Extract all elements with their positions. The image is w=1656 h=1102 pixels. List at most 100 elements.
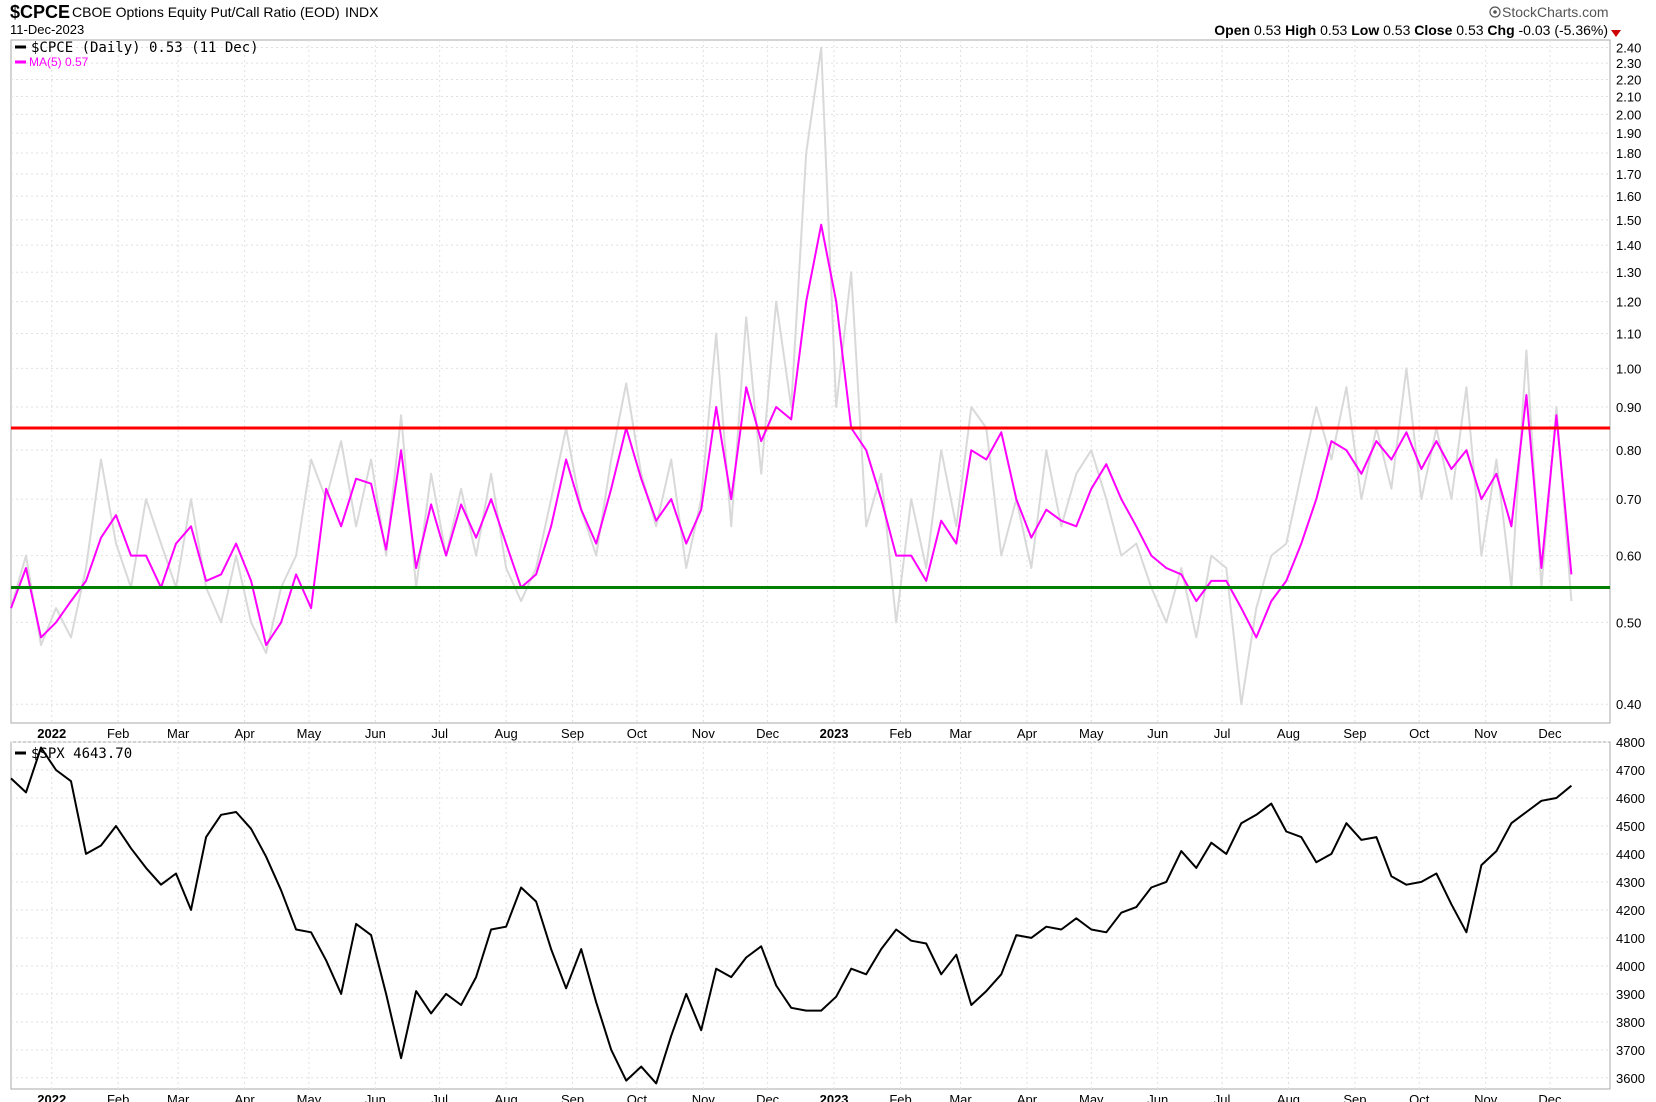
x-tick-label: Jul	[431, 1092, 448, 1102]
x-tick-label: Aug	[1277, 1092, 1300, 1102]
y-tick-label: 1.30	[1616, 265, 1641, 280]
ohlc-value: -0.03 (-5.36%)	[1519, 22, 1608, 38]
x-tick-label: Nov	[692, 1092, 716, 1102]
y-tick-label: 0.80	[1616, 443, 1641, 458]
y-tick-label: 2.30	[1616, 56, 1641, 71]
spx-plot-frame	[10, 741, 1611, 1090]
x-tick-label: Apr	[1017, 726, 1038, 741]
x-tick-label: Jun	[1147, 726, 1168, 741]
x-tick-label: Mar	[949, 1092, 972, 1102]
x-tick-label: 2022	[37, 726, 66, 741]
x-tick-label: Jun	[365, 726, 386, 741]
cpce-legend: $CPCE (Daily) 0.53 (11 Dec) MA(5) 0.57	[15, 40, 259, 69]
x-tick-label: Aug	[1277, 726, 1300, 741]
y-tick-label: 4300	[1616, 875, 1645, 890]
chart-header: $CPCE CBOE Options Equity Put/Call Ratio…	[10, 2, 1621, 38]
x-tick-label: Feb	[107, 726, 129, 741]
y-tick-label: 3700	[1616, 1043, 1645, 1058]
y-tick-label: 0.40	[1616, 697, 1641, 712]
x-tick-label: May	[1079, 1092, 1104, 1102]
x-tick-label: Sep	[1343, 1092, 1366, 1102]
ohlc-label: Chg	[1484, 22, 1519, 38]
x-tick-label: Oct	[1409, 726, 1430, 741]
y-tick-label: 1.00	[1616, 361, 1641, 376]
spx-gridlines	[11, 741, 1610, 1089]
y-tick-label: 1.70	[1616, 167, 1641, 182]
x-tick-label: Nov	[1474, 726, 1498, 741]
ohlc-label: Open	[1214, 22, 1254, 38]
y-tick-label: 2.20	[1616, 72, 1641, 87]
y-tick-label: 4000	[1616, 959, 1645, 974]
legend-entry-ma5: MA(5) 0.57	[29, 55, 89, 69]
x-tick-label: Jul	[1214, 1092, 1231, 1102]
x-tick-label: Feb	[889, 726, 911, 741]
x-tick-label: 2023	[820, 1092, 849, 1102]
ohlc-value: 0.53	[1254, 22, 1281, 38]
cpce-plot-frame	[10, 39, 1611, 724]
spx-series	[10, 746, 1573, 1085]
ohlc-label: Low	[1347, 22, 1383, 38]
y-tick-label: 0.50	[1616, 615, 1641, 630]
x-tick-label: May	[1079, 726, 1104, 741]
exchange-label: INDX	[345, 4, 379, 20]
x-tick-label: Aug	[495, 1092, 518, 1102]
y-tick-label: 2.10	[1616, 89, 1641, 104]
spx-legend: $SPX 4643.70	[15, 746, 132, 762]
y-tick-label: 3800	[1616, 1015, 1645, 1030]
x-tick-label: May	[297, 1092, 322, 1102]
x-tick-label: Nov	[1474, 1092, 1498, 1102]
spx-panel: 3600 3700 3800 3900 4000 4100 4200 4300 4400 4500…	[10, 735, 1645, 1102]
x-tick-label: Sep	[1343, 726, 1366, 741]
cpce-gridlines	[11, 40, 1610, 723]
ohlc-value: 0.53	[1456, 22, 1483, 38]
x-tick-label: Dec	[756, 726, 780, 741]
down-triangle-icon	[1611, 30, 1621, 37]
y-tick-label: 0.70	[1616, 492, 1641, 507]
spx-line	[10, 746, 1573, 1085]
spx-x-axis: 2022 Feb Mar Apr May Jun Jul Aug Sep Oct Nov Dec 202…	[37, 1092, 1562, 1102]
y-tick-label: 4800	[1616, 735, 1645, 750]
y-tick-label: 0.90	[1616, 400, 1641, 415]
y-tick-label: 4100	[1616, 931, 1645, 946]
x-tick-label: Apr	[1017, 1092, 1038, 1102]
spx-y-axis: 3600 3700 3800 3900 4000 4100 4200 4300 4400 4500…	[1616, 735, 1645, 1086]
ohlc-value: 0.53	[1383, 22, 1410, 38]
x-tick-label: 2023	[820, 726, 849, 741]
y-tick-label: 1.10	[1616, 326, 1641, 341]
y-tick-label: 1.80	[1616, 146, 1641, 161]
ohlc-readout: Open 0.53 High 0.53 Low 0.53 Close 0.53 …	[1214, 22, 1608, 38]
x-tick-label: Mar	[167, 726, 190, 741]
y-tick-label: 2.40	[1616, 41, 1641, 56]
y-tick-label: 2.00	[1616, 107, 1641, 122]
y-tick-label: 1.50	[1616, 213, 1641, 228]
x-tick-label: Oct	[1409, 1092, 1430, 1102]
x-tick-label: 2022	[37, 1092, 66, 1102]
x-tick-label: Jul	[431, 726, 448, 741]
x-tick-label: Mar	[949, 726, 972, 741]
ohlc-value: 0.53	[1320, 22, 1347, 38]
cpce-y-axis: 0.40 0.50 0.60 0.70 0.80 0.90 1.00 1.10 1.20 1.30…	[1616, 41, 1641, 713]
y-tick-label: 4500	[1616, 819, 1645, 834]
copyright-icon	[1489, 6, 1501, 18]
y-tick-label: 4400	[1616, 847, 1645, 862]
cpce-panel: 0.40 0.50 0.60 0.70 0.80 0.90 1.00 1.10 1.20 1.30…	[10, 39, 1641, 741]
y-tick-label: 1.20	[1616, 295, 1641, 310]
x-tick-label: Dec	[1538, 1092, 1562, 1102]
cpce-x-axis: 2022 Feb Mar Apr May Jun Jul Aug Sep Oct Nov Dec 202…	[37, 726, 1562, 741]
x-tick-label: Sep	[561, 726, 584, 741]
ohlc-label: High	[1281, 22, 1320, 38]
y-tick-label: 4600	[1616, 791, 1645, 806]
legend-entry-spx: $SPX 4643.70	[31, 746, 132, 762]
ohlc-label: Close	[1410, 22, 1456, 38]
x-tick-label: Nov	[692, 726, 716, 741]
y-tick-label: 1.40	[1616, 238, 1641, 253]
x-tick-label: Feb	[107, 1092, 129, 1102]
x-tick-label: Mar	[167, 1092, 190, 1102]
cpce-reference-lines	[11, 426, 1610, 589]
x-tick-label: Apr	[235, 1092, 256, 1102]
x-tick-label: Oct	[627, 726, 648, 741]
y-tick-label: 1.90	[1616, 126, 1641, 141]
y-tick-label: 1.60	[1616, 189, 1641, 204]
symbol-title: $CPCE	[10, 2, 70, 22]
